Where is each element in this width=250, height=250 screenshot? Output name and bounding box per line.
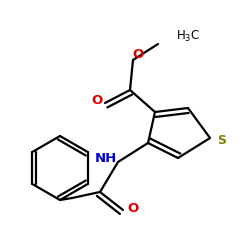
Text: S: S <box>218 134 226 146</box>
Text: O: O <box>92 94 103 108</box>
Text: NH: NH <box>95 152 117 166</box>
Text: O: O <box>128 202 138 214</box>
Text: O: O <box>132 48 143 60</box>
Text: H$_3$C: H$_3$C <box>176 28 200 44</box>
